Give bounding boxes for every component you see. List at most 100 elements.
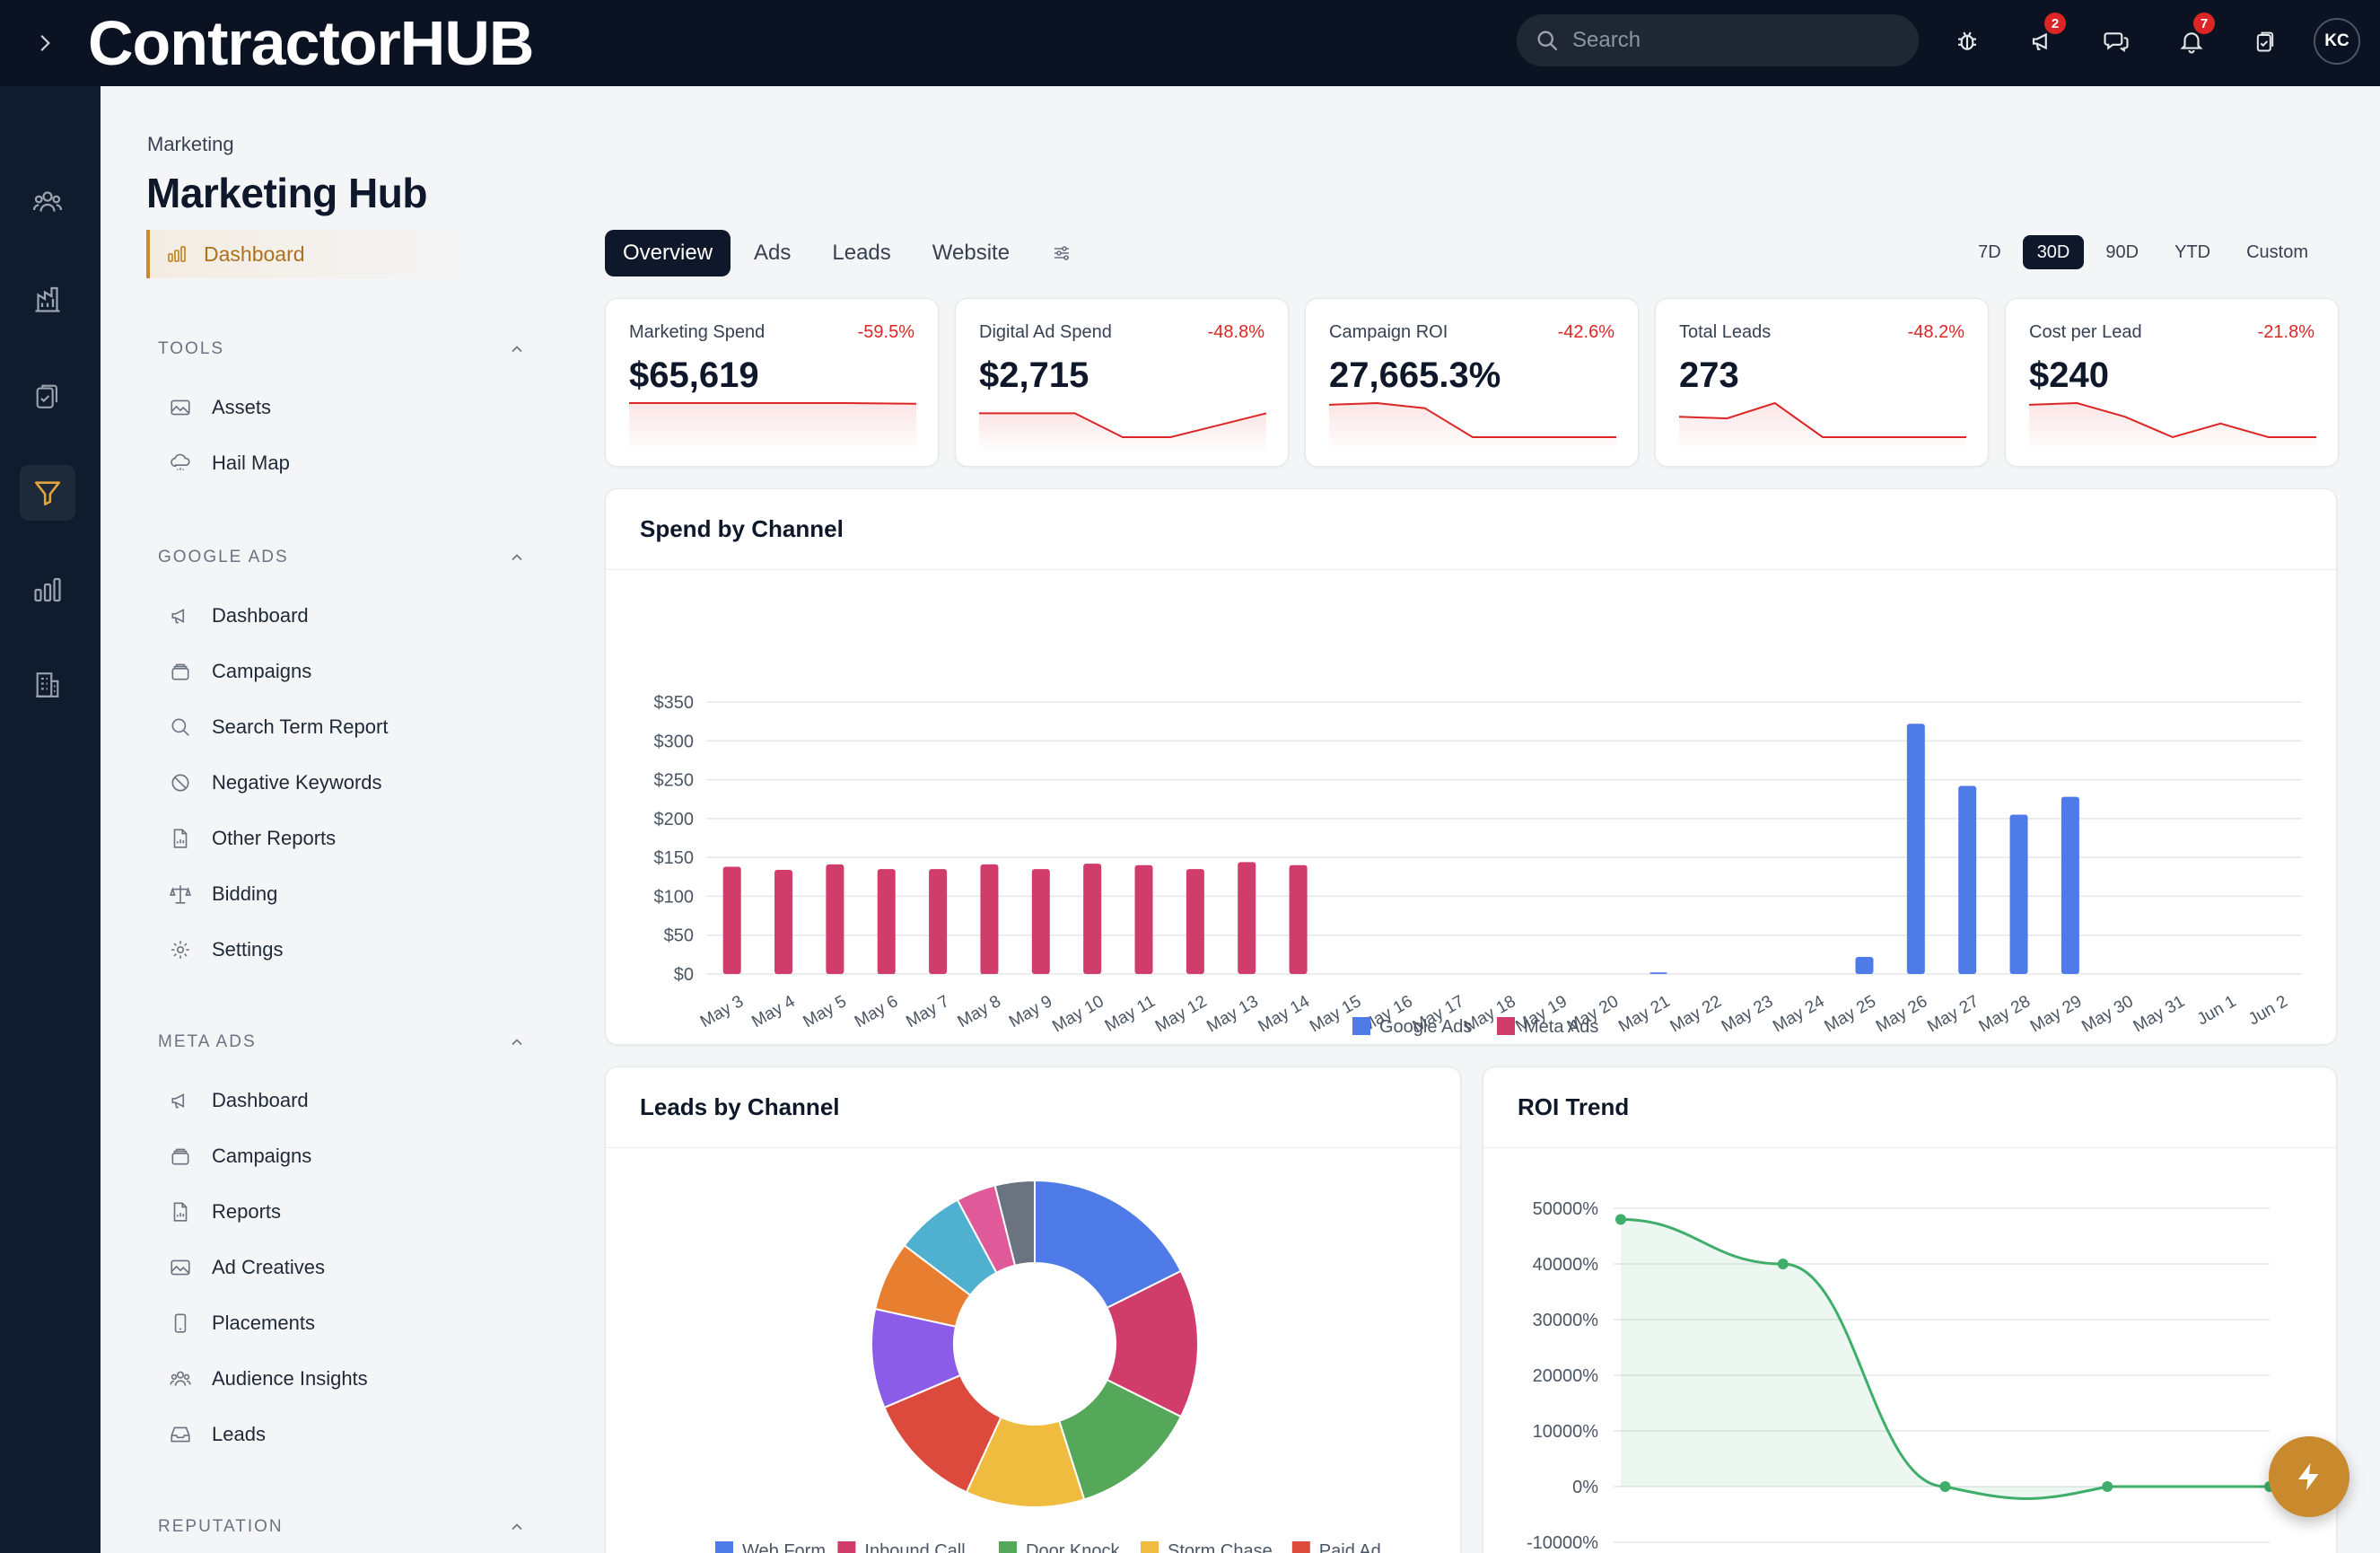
chevron-right-icon [40, 35, 50, 51]
sidebar-item-assets[interactable]: Assets [167, 388, 271, 427]
sparkline-fill [1679, 403, 1966, 453]
legend-swatch [715, 1541, 733, 1553]
kpi-sparkline [1329, 401, 1616, 453]
tasks-button[interactable] [2242, 18, 2288, 65]
bar [1031, 869, 1050, 974]
breadcrumb[interactable]: Marketing [147, 133, 234, 155]
rail-item-company[interactable] [20, 657, 75, 713]
document-chart-icon [173, 829, 188, 848]
x-tick-label: May 10 [1049, 992, 1107, 1036]
section-header-meta-ads[interactable]: META ADS [158, 1032, 526, 1052]
x-tick-label: May 24 [1770, 992, 1828, 1037]
legend-label: Google Ads [1379, 1017, 1472, 1037]
range-90d[interactable]: 90D [2105, 241, 2139, 262]
y-tick-label: $200 [654, 810, 695, 829]
donut-slice [1034, 1179, 1183, 1310]
layers-icon [171, 1148, 189, 1165]
bar [1083, 864, 1102, 974]
messages-button[interactable] [2093, 18, 2139, 65]
kpi-card[interactable]: Cost per Lead -21.8% $240 [2005, 298, 2339, 467]
tab-overview[interactable]: Overview [605, 230, 731, 276]
sidebar-item-search-term-report[interactable]: Search Term Report [167, 707, 388, 747]
search-bar[interactable] [1517, 14, 1919, 66]
sidebar-item-other-reports[interactable]: Other Reports [167, 819, 336, 858]
sidebar-item-placements[interactable]: Placements [167, 1303, 315, 1343]
range-ytd[interactable]: YTD [2174, 241, 2211, 262]
bar [1649, 972, 1668, 974]
sidebar-item-audience-insights[interactable]: Audience Insights [167, 1359, 368, 1399]
rail-item-analytics[interactable] [20, 271, 75, 327]
sidebar-item-dashboard[interactable]: Dashboard [146, 230, 478, 278]
section-header-google-ads[interactable]: GOOGLE ADS [158, 548, 526, 567]
kpi-card[interactable]: Marketing Spend -59.5% $65,619 [605, 298, 939, 467]
y-tick-label: $0 [674, 965, 694, 985]
announcements-button[interactable]: 2 [2019, 13, 2066, 65]
kpi-change: -48.8% [1207, 322, 1264, 342]
sidebar-item-google-campaigns[interactable]: Campaigns [167, 652, 311, 691]
legend-swatch [1291, 1541, 1310, 1553]
bar [2061, 796, 2079, 974]
sidebar-item-google-settings[interactable]: Settings [167, 930, 284, 970]
notifications-button[interactable]: 7 [2168, 13, 2215, 65]
bar [929, 869, 948, 974]
roi-point [1615, 1214, 1626, 1225]
tab-leads[interactable]: Leads [832, 241, 891, 265]
kpi-card[interactable]: Total Leads -48.2% 273 [1655, 298, 1989, 467]
lightning-icon [2298, 1463, 2319, 1490]
sidebar-item-meta-leads[interactable]: Leads [167, 1415, 266, 1454]
x-tick-label: May 14 [1256, 992, 1314, 1037]
kpi-value: 273 [1679, 355, 1739, 395]
sidebar-item-negative-keywords[interactable]: Negative Keywords [167, 763, 382, 803]
bar [877, 869, 896, 974]
expand-sidebar-button[interactable] [0, 0, 90, 86]
range-custom[interactable]: Custom [2246, 241, 2308, 262]
y-tick-label: -10000% [1527, 1533, 1598, 1553]
bar [774, 869, 793, 974]
bar [2009, 814, 2028, 974]
quick-action-button[interactable] [2269, 1436, 2349, 1517]
sidebar-item-meta-dashboard[interactable]: Dashboard [167, 1081, 309, 1120]
analytics-building-icon [35, 286, 60, 312]
sidebar-item-label: Search Term Report [212, 715, 389, 738]
bar [1238, 862, 1256, 974]
sidebar-item-hail-map[interactable]: Hail Map [167, 443, 290, 483]
sidebar-item-google-dashboard[interactable]: Dashboard [167, 596, 309, 636]
rail-item-marketing[interactable] [20, 465, 75, 521]
notifications-badge: 7 [2193, 13, 2215, 34]
range-7d[interactable]: 7D [1978, 241, 2001, 262]
rail-item-reports[interactable] [20, 562, 75, 618]
legend-label: Meta Ads [1524, 1017, 1598, 1037]
roi-trend-card: ROI Trend 50000% 40000% 30000% 20000% 10000%… [1483, 1066, 2337, 1553]
sidebar-item-meta-campaigns[interactable]: Campaigns [167, 1136, 311, 1176]
sidebar-item-label: Dashboard [212, 1089, 309, 1111]
card-title: ROI Trend [1483, 1067, 2336, 1148]
section-header-tools[interactable]: TOOLS [158, 339, 526, 359]
user-avatar[interactable]: KC [2314, 18, 2360, 65]
kpi-card[interactable]: Digital Ad Spend -48.8% $2,715 [955, 298, 1289, 467]
bug-report-button[interactable] [1944, 18, 1991, 65]
sidebar-item-ad-creatives[interactable]: Ad Creatives [167, 1248, 325, 1287]
rail-item-jobs[interactable] [20, 368, 75, 424]
range-30d[interactable]: 30D [2022, 235, 2085, 269]
kpi-value: $2,715 [979, 355, 1089, 395]
kpi-change: -21.8% [2257, 322, 2314, 342]
layers-icon [171, 663, 189, 680]
search-input[interactable] [1572, 28, 1895, 53]
kpi-card[interactable]: Campaign ROI -42.6% 27,665.3% [1305, 298, 1639, 467]
tab-ads[interactable]: Ads [754, 241, 792, 265]
megaphone-icon [2032, 32, 2047, 50]
y-tick-label: 10000% [1533, 1422, 1599, 1442]
section-header-reputation[interactable]: REPUTATION [158, 1517, 526, 1537]
bar-chart-icon [168, 246, 186, 262]
rail-item-team[interactable] [20, 174, 75, 230]
x-tick-label: May 11 [1102, 992, 1159, 1036]
x-tick-label: May 12 [1152, 992, 1210, 1036]
kpi-sparkline [2029, 401, 2316, 453]
tab-website[interactable]: Website [932, 241, 1011, 265]
sidebar-item-meta-reports[interactable]: Reports [167, 1192, 281, 1232]
chat-icon [2104, 32, 2129, 52]
app-logo[interactable]: ContractorHUB [88, 8, 534, 78]
tab-settings-button[interactable] [1033, 230, 1090, 276]
sidebar-item-bidding[interactable]: Bidding [167, 874, 277, 914]
image-icon [171, 1259, 190, 1276]
